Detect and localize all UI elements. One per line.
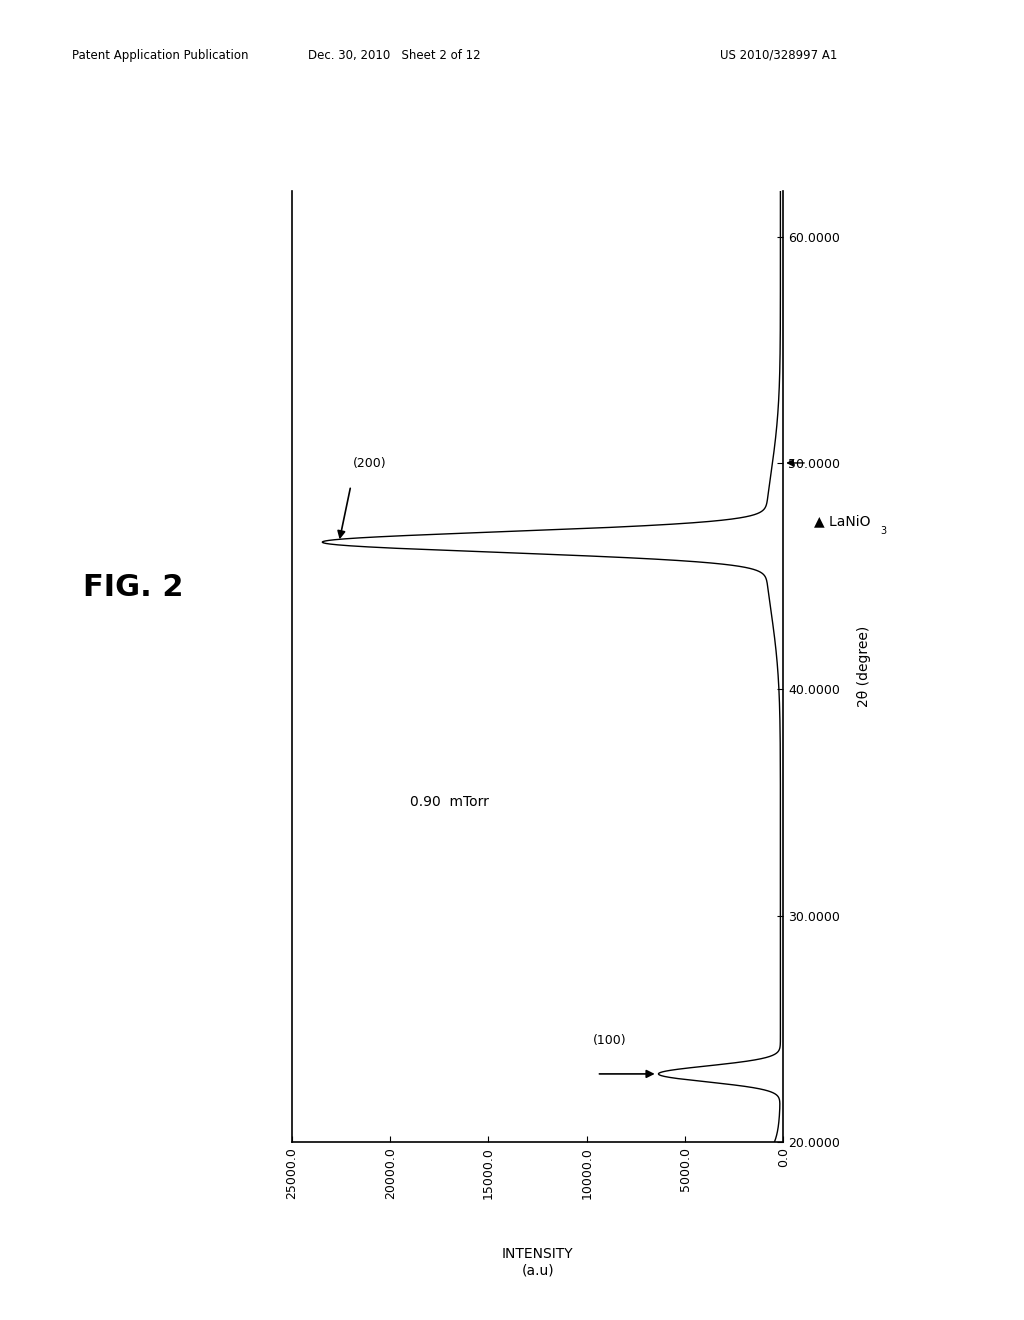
X-axis label: INTENSITY
(a.u): INTENSITY (a.u) [502,1247,573,1278]
Text: 0.90  mTorr: 0.90 mTorr [410,796,488,809]
Text: ▲ LaNiO: ▲ LaNiO [814,515,870,528]
Text: 3: 3 [881,525,887,536]
Text: US 2010/328997 A1: US 2010/328997 A1 [720,49,837,62]
Text: (200): (200) [353,457,386,470]
Text: Dec. 30, 2010   Sheet 2 of 12: Dec. 30, 2010 Sheet 2 of 12 [308,49,480,62]
Text: FIG. 2: FIG. 2 [83,573,183,602]
Text: (100): (100) [593,1034,627,1047]
Y-axis label: 2θ (degree): 2θ (degree) [857,626,870,708]
Text: Patent Application Publication: Patent Application Publication [72,49,248,62]
